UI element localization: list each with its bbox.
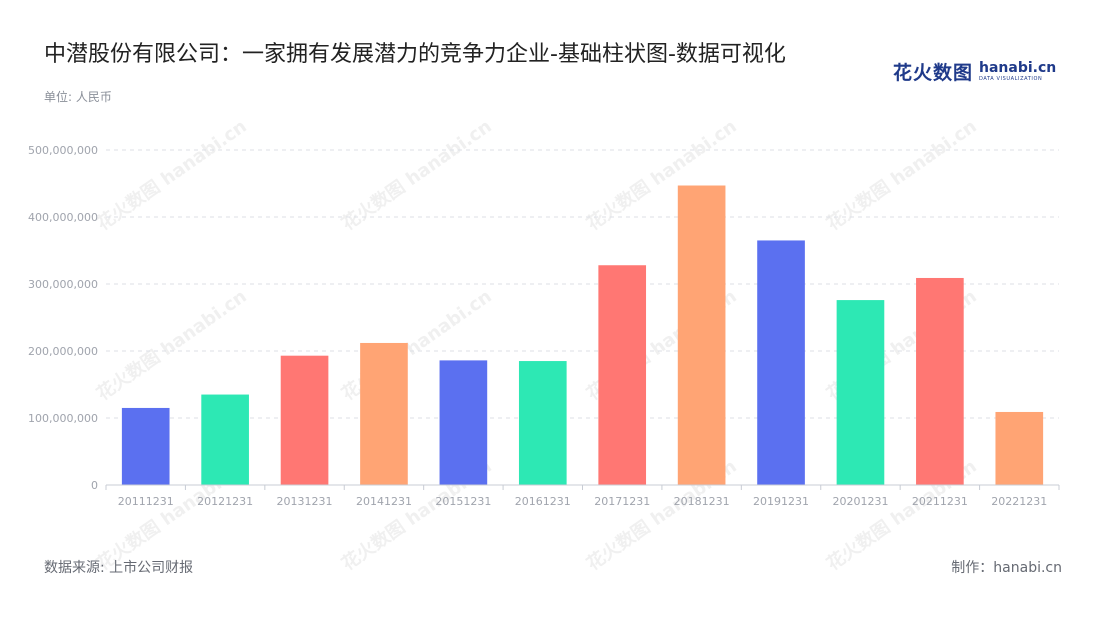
x-tick-label: 20191231 xyxy=(753,495,809,508)
x-tick-label: 20121231 xyxy=(197,495,253,508)
made-by: 制作：hanabi.cn xyxy=(951,560,1062,576)
x-tick-label: 20221231 xyxy=(991,495,1047,508)
bar xyxy=(360,342,408,485)
y-tick-label: 100,000,000 xyxy=(28,412,98,425)
x-tick-label: 20111231 xyxy=(118,495,174,508)
y-tick-label: 200,000,000 xyxy=(28,345,98,358)
bar xyxy=(598,265,647,485)
y-tick-label: 0 xyxy=(91,479,98,492)
watermark-text: 花火数图 hanabi.cn xyxy=(93,285,251,405)
x-tick-label: 20161231 xyxy=(515,495,571,508)
y-tick-label: 300,000,000 xyxy=(28,278,98,291)
logo-tagline: DATA VISUALIZATION xyxy=(979,76,1043,82)
x-tick-label: 20211231 xyxy=(912,495,968,508)
brand-logo: 花火数图 hanabi.cn DATA VISUALIZATION xyxy=(893,58,1056,85)
bar xyxy=(677,185,726,485)
x-tick-label: 20141231 xyxy=(356,495,412,508)
data-source: 数据来源: 上市公司财报 xyxy=(44,560,194,576)
bar xyxy=(280,355,329,485)
bar xyxy=(995,411,1044,485)
y-tick-label: 500,000,000 xyxy=(28,144,98,157)
x-tick-label: 20201231 xyxy=(832,495,888,508)
bar xyxy=(201,394,249,485)
logo-text-cn: 花火数图 xyxy=(893,62,974,84)
logo-text-en: hanabi.cn xyxy=(979,60,1057,76)
x-tick-label: 20181231 xyxy=(674,495,730,508)
y-tick-label: 400,000,000 xyxy=(28,211,98,224)
bar xyxy=(518,361,567,485)
x-tick-label: 20171231 xyxy=(594,495,650,508)
bar xyxy=(757,240,805,485)
bar xyxy=(439,360,488,485)
watermark-text: 花火数图 hanabi.cn xyxy=(338,115,496,235)
bar xyxy=(916,277,964,485)
bar xyxy=(121,407,170,485)
x-tick-label: 20131231 xyxy=(277,495,333,508)
chart-title: 中潜股份有限公司：一家拥有发展潜力的竞争力企业-基础柱状图-数据可视化 xyxy=(44,42,786,67)
bar xyxy=(836,300,885,485)
unit-label: 单位: 人民币 xyxy=(44,90,112,104)
x-tick-label: 20151231 xyxy=(435,495,491,508)
